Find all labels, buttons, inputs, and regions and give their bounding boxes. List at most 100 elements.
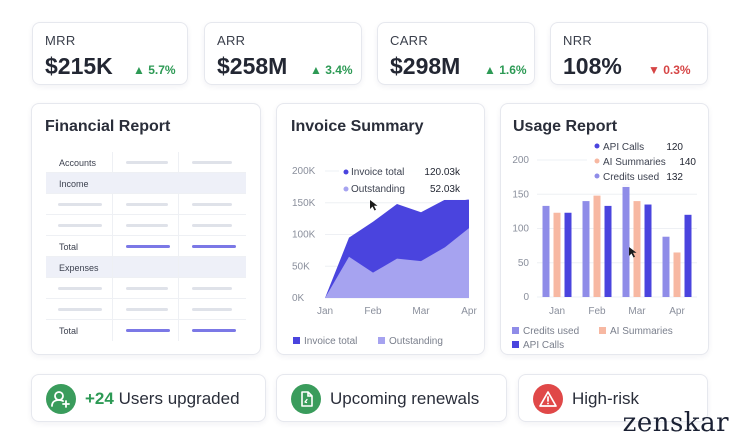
- brand-logo: zenskar: [622, 408, 729, 438]
- high-risk-pill[interactable]: High-risk: [518, 374, 708, 422]
- table-row: Total: [46, 236, 246, 257]
- kpi-label: CARR: [390, 33, 429, 48]
- table-row: Total: [46, 320, 246, 341]
- tooltip-dot-api-calls: [594, 143, 600, 149]
- y-tick-label: 50: [518, 258, 530, 269]
- tooltip-label: Credits used: [603, 172, 659, 183]
- table-row: [46, 194, 246, 215]
- card-title: Invoice Summary: [291, 118, 424, 135]
- x-tick-label: Jan: [317, 306, 333, 317]
- card-title: Usage Report: [513, 118, 618, 135]
- cursor-icon: [629, 247, 637, 258]
- upcoming-renewals-pill[interactable]: Upcoming renewals: [276, 374, 507, 422]
- kpi-value: $298M: [390, 53, 461, 79]
- table-row: Expenses: [46, 257, 246, 278]
- legend-swatch-invoice-total: [293, 337, 300, 344]
- user-plus-icon: [46, 384, 76, 414]
- kpi-label: MRR: [45, 33, 76, 48]
- y-tick-label: 200K: [292, 166, 316, 177]
- kpi-change: ▼ 0.3%: [648, 63, 691, 77]
- kpi-change: ▲ 3.4%: [310, 63, 353, 77]
- users-upgraded-pill[interactable]: +24 Users upgraded: [31, 374, 266, 422]
- bar-api-calls: [564, 212, 572, 297]
- tooltip-label: API Calls: [603, 142, 644, 153]
- tooltip-dot-outstanding: [343, 186, 349, 192]
- tooltip-value: 120.03k: [424, 167, 461, 178]
- kpi-card-mrr[interactable]: MRR $215K ▲ 5.7%: [32, 22, 188, 85]
- y-tick-label: 100K: [292, 230, 316, 241]
- kpi-change: ▲ 1.6%: [484, 63, 527, 77]
- y-tick-label: 150K: [292, 198, 316, 209]
- warning-icon: [533, 384, 563, 414]
- tooltip-dot-invoice-total: [343, 169, 349, 175]
- legend-label: API Calls: [523, 340, 564, 351]
- financial-report-card[interactable]: Financial Report Accounts Income Total E…: [31, 103, 261, 355]
- legend-label: AI Summaries: [610, 326, 673, 337]
- kpi-label: ARR: [217, 33, 246, 48]
- tooltip-label: AI Summaries: [603, 157, 666, 168]
- x-tick-label: Mar: [412, 306, 430, 317]
- kpi-card-arr[interactable]: ARR $258M ▲ 3.4%: [204, 22, 362, 85]
- arrow-down-icon: ▼: [648, 63, 660, 77]
- kpi-value: $258M: [217, 53, 288, 79]
- tooltip-label: Outstanding: [351, 184, 405, 195]
- bar-ai-summaries: [553, 212, 561, 297]
- arrow-up-icon: ▲: [133, 63, 145, 77]
- x-tick-label: Jan: [549, 306, 565, 317]
- legend-swatch-outstanding: [378, 337, 385, 344]
- tooltip-value: 140: [679, 157, 696, 168]
- legend-swatch-ai-summaries: [599, 327, 606, 334]
- tooltip-value: 120: [666, 142, 683, 153]
- bar-ai-summaries: [633, 201, 641, 297]
- bar-credits-used: [622, 183, 630, 297]
- kpi-label: NRR: [563, 33, 593, 48]
- users-upgraded-text: +24 Users upgraded: [85, 389, 240, 408]
- y-tick-label: 200: [512, 155, 529, 166]
- table-row: Accounts: [46, 152, 246, 173]
- table-row: [46, 299, 246, 320]
- tooltip-label: Invoice total: [351, 167, 404, 178]
- legend-label: Credits used: [523, 326, 579, 337]
- legend-label: Invoice total: [304, 336, 357, 347]
- card-title: Financial Report: [45, 118, 171, 135]
- table-row: Income: [46, 173, 246, 194]
- series-outstanding: [325, 228, 469, 298]
- invoice-summary-card[interactable]: Invoice Summary 0K 50K 100K 150K 200K Jan Feb…: [276, 103, 485, 355]
- kpi-card-nrr[interactable]: NRR 108% ▼ 0.3%: [550, 22, 708, 85]
- high-risk-text: High-risk: [572, 389, 640, 408]
- kpi-value: $215K: [45, 53, 113, 79]
- x-tick-label: Apr: [669, 306, 685, 317]
- kpi-value: 108%: [563, 53, 622, 79]
- cursor-icon: [370, 200, 378, 211]
- bar-ai-summaries: [593, 195, 601, 297]
- bar-credits-used: [542, 205, 550, 297]
- chart-tooltip: [587, 137, 699, 187]
- tooltip-value: 132: [666, 172, 683, 183]
- document-icon: [291, 384, 321, 414]
- legend-swatch-credits-used: [512, 327, 519, 334]
- upcoming-renewals-text: Upcoming renewals: [330, 389, 480, 408]
- y-tick-label: 150: [512, 189, 529, 200]
- y-tick-label: 0: [523, 292, 529, 303]
- usage-report-card[interactable]: Usage Report 0 50 100 150 200 Jan Feb Mar Apr A…: [500, 103, 709, 355]
- bar-api-calls: [644, 204, 652, 297]
- x-tick-label: Feb: [364, 306, 382, 317]
- bar-api-calls: [604, 205, 612, 297]
- bar-credits-used: [582, 201, 590, 297]
- kpi-change: ▲ 5.7%: [133, 63, 176, 77]
- arrow-up-icon: ▲: [484, 63, 496, 77]
- bar-api-calls: [684, 214, 692, 297]
- kpi-card-carr[interactable]: CARR $298M ▲ 1.6%: [377, 22, 535, 85]
- chart-tooltip: [339, 162, 469, 200]
- table-row: [46, 278, 246, 299]
- x-tick-label: Apr: [461, 306, 477, 317]
- invoice-area-chart: 0K 50K 100K 150K 200K Jan Feb Mar Apr Invoice t…: [292, 162, 477, 347]
- y-tick-label: 0K: [292, 293, 305, 304]
- x-tick-label: Mar: [628, 306, 646, 317]
- legend-label: Outstanding: [389, 336, 443, 347]
- y-tick-label: 100: [512, 224, 529, 235]
- bar-ai-summaries: [673, 252, 681, 297]
- tooltip-value: 52.03k: [430, 184, 461, 195]
- x-tick-label: Feb: [588, 306, 606, 317]
